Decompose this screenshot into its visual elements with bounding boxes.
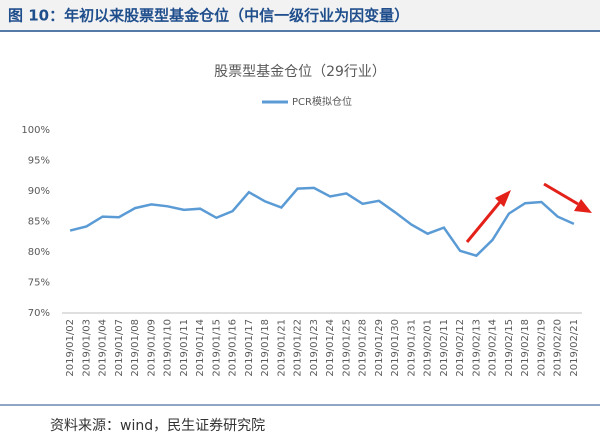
chart-title: 股票型基金仓位（29行业） [214, 63, 386, 80]
x-tick-label: 2019/02/15 [504, 319, 515, 377]
x-tick-label: 2019/01/16 [228, 319, 239, 377]
x-tick-label: 2019/01/30 [390, 319, 401, 377]
y-tick-label: 95% [28, 156, 50, 167]
x-tick-label: 2019/01/07 [114, 319, 125, 377]
source: 资料来源：wind，民生证券研究院 [50, 418, 265, 434]
x-tick-label: 2019/01/29 [374, 319, 385, 377]
x-tick-label: 2019/01/21 [276, 319, 287, 377]
legend-label: PCR模拟仓位 [292, 95, 352, 108]
header-bar [0, 0, 600, 30]
y-tick-label: 80% [28, 247, 50, 258]
x-tick-label: 2019/02/14 [488, 319, 499, 377]
y-tick-label: 70% [28, 308, 50, 319]
x-tick-label: 2019/01/10 [163, 319, 174, 377]
x-tick-label: 2019/01/22 [293, 319, 304, 377]
x-tick-label: 2019/01/15 [211, 319, 222, 377]
header: 图 10：年初以来股票型基金仓位（中信一级行业为因变量） [8, 7, 409, 25]
x-tick-label: 2019/02/11 [439, 319, 450, 377]
x-tick-label: 2019/01/17 [244, 319, 255, 377]
x-tick-label: 2019/01/31 [406, 319, 417, 377]
y-tick-label: 100% [21, 125, 50, 136]
x-tick-label: 2019/02/12 [455, 319, 466, 377]
x-tick-label: 2019/02/20 [553, 319, 564, 377]
x-tick-label: 2019/01/23 [309, 319, 320, 377]
arrow-up [465, 190, 511, 243]
x-tick-label: 2019/02/01 [423, 319, 434, 377]
arrow-down [543, 182, 592, 213]
x-tick-label: 2019/01/18 [260, 319, 271, 377]
series-line [69, 186, 575, 258]
x-tick-label: 2019/01/14 [195, 319, 206, 377]
x-tick-label: 2019/01/03 [81, 319, 92, 377]
y-tick-label: 85% [28, 217, 50, 228]
x-tick-label: 2019/01/04 [98, 319, 109, 377]
x-tick-label: 2019/01/02 [65, 319, 76, 377]
x-tick-label: 2019/01/28 [358, 319, 369, 377]
x-tick-label: 2019/01/08 [130, 319, 141, 377]
x-tick-label: 2019/01/09 [146, 319, 157, 377]
x-tick-label: 2019/01/25 [341, 319, 352, 377]
x-tick-label: 2019/02/18 [520, 319, 531, 377]
x-tick-label: 2019/01/24 [325, 319, 336, 377]
x-tick-label: 2019/02/21 [569, 319, 580, 377]
x-tick-label: 2019/02/19 [536, 319, 547, 377]
y-tick-label: 90% [28, 186, 50, 197]
y-tick-label: 75% [28, 278, 50, 289]
x-tick-label: 2019/01/11 [179, 319, 190, 377]
x-tick-label: 2019/02/13 [471, 319, 482, 377]
